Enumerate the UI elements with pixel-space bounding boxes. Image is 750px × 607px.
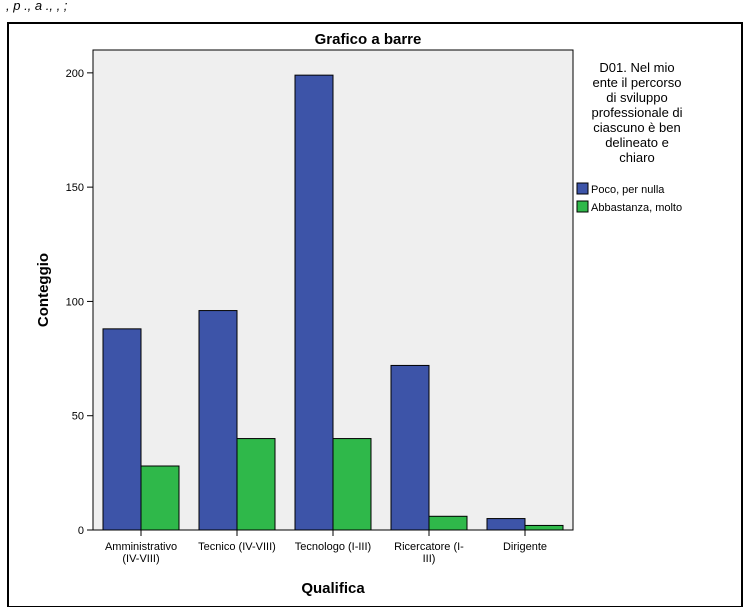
bar-abbastanza-molto [236,438,276,531]
y-tick-label: 150 [66,182,84,194]
x-tick-label: Amministrativo (IV-VIII) [105,541,177,565]
y-axis-label: Conteggio [35,253,52,327]
y-axis-ticks: 0 50 100 150 200 [66,68,93,537]
legend-title: D01. Nel mio ente il percorso di sviluppo p… [591,60,682,165]
bar-poco-per-nulla [198,310,238,531]
legend: D01. Nel mio ente il percorso di sviluppo p… [576,60,683,214]
legend-item-label: Abbastanza, molto [591,202,682,214]
x-tick-label: Tecnico (IV-VIII) [198,541,276,553]
y-tick-label: 200 [66,68,84,80]
bars-group [102,74,564,531]
bar-poco-per-nulla [294,74,334,531]
legend-item-label: Poco, per nulla [591,184,665,196]
bar-abbastanza-molto [524,524,564,531]
y-tick-label: 100 [66,296,84,308]
bar-abbastanza-molto [428,515,468,531]
bar-poco-per-nulla [102,328,142,531]
y-tick-label: 50 [72,411,84,423]
bar-poco-per-nulla [390,364,430,531]
bar-poco-per-nulla [486,518,526,531]
bar-abbastanza-molto [140,465,180,531]
legend-swatch [576,182,589,195]
x-axis-ticks: Amministrativo (IV-VIII) Tecnico (IV-VIII)… [105,530,547,565]
legend-swatch [576,200,589,213]
bar-abbastanza-molto [332,438,372,531]
x-tick-label: Ricercatore (I-III) [394,541,464,565]
x-axis-label: Qualifica [301,580,365,597]
page-prefix-text: , p ., a ., , ; [6,0,68,13]
y-tick-label: 0 [78,525,84,537]
x-tick-label: Tecnologo (I-III) [295,541,371,553]
chart-title: Grafico a barre [315,31,422,48]
x-tick-label: Dirigente [503,541,547,553]
